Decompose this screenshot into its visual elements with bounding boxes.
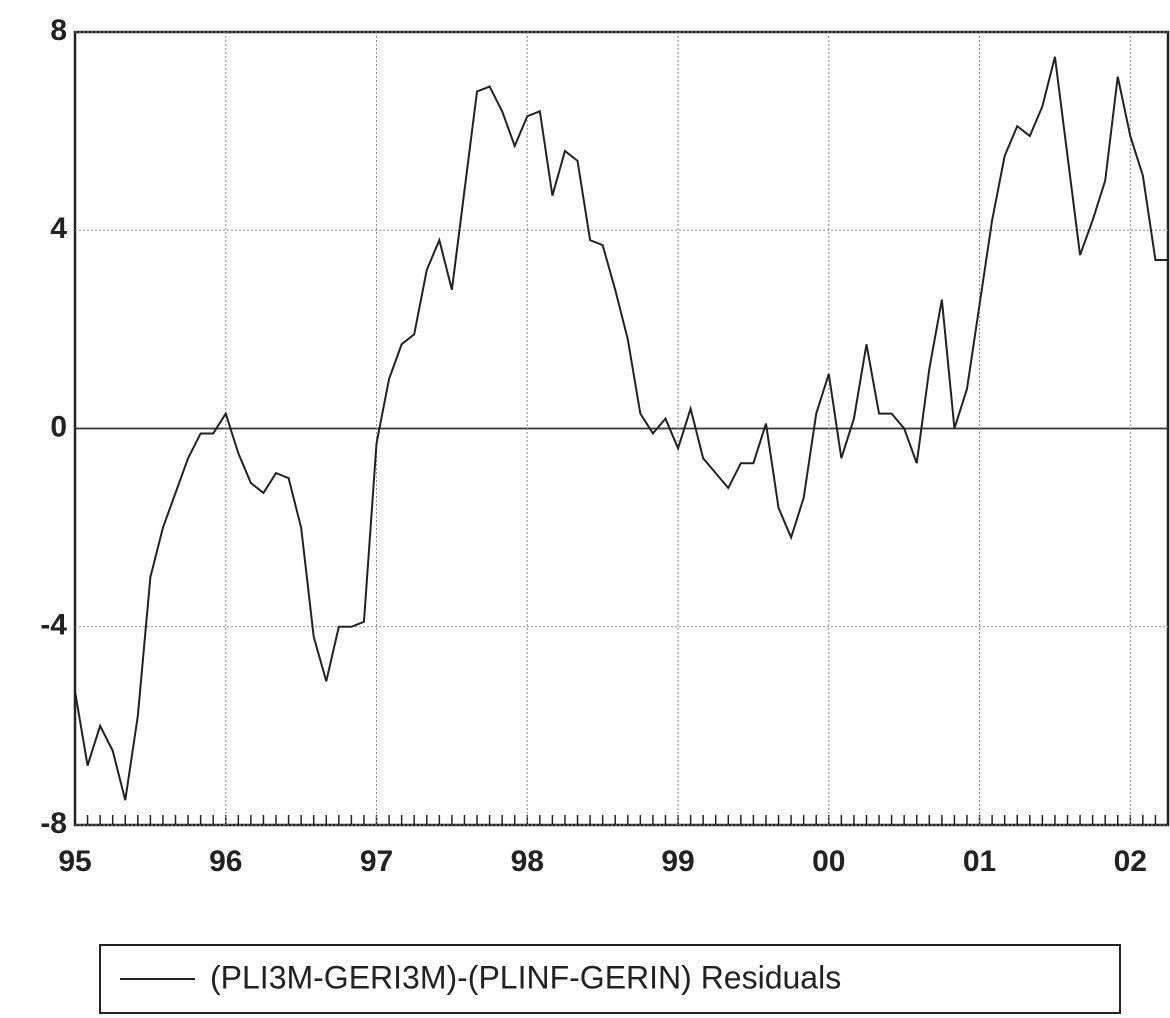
y-tick-label: -8	[40, 807, 67, 840]
x-tick-label: 97	[360, 845, 393, 878]
x-tick-label: 01	[963, 845, 996, 878]
x-tick-label: 96	[209, 845, 242, 878]
y-tick-label: -4	[40, 609, 67, 642]
x-tick-label: 00	[812, 845, 845, 878]
x-tick-label: 99	[661, 845, 694, 878]
x-tick-label: 95	[58, 845, 91, 878]
legend-box	[99, 944, 1121, 1014]
x-tick-label: 02	[1114, 845, 1147, 878]
y-tick-label: 4	[50, 212, 67, 245]
x-tick-label: 98	[511, 845, 544, 878]
y-tick-label: 0	[50, 410, 67, 443]
line	[74, 56, 1168, 801]
legend-label: (PLI3M-GERI3M)-(PLINF-GERIN) Residuals	[210, 959, 841, 995]
y-tick-label: 8	[50, 14, 67, 47]
